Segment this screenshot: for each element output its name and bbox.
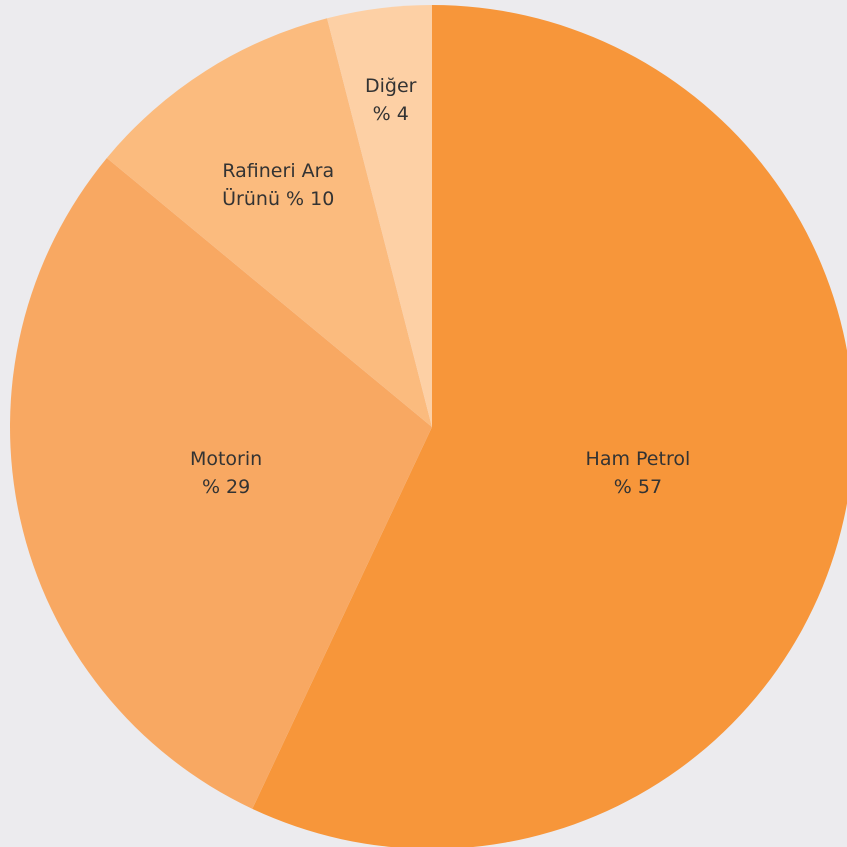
category-label: Diğer — [364, 75, 417, 98]
slice-label: Motorin % 29 — [176, 445, 276, 501]
pie-slice — [106, 18, 432, 428]
slice-label: Diğer % 4 — [356, 72, 426, 128]
category-label: Motorin — [189, 448, 263, 471]
category-label: Rafineri Ara Ürünü — [222, 159, 335, 210]
slice-label: Rafineri Ara Ürünü % 10 — [208, 157, 348, 213]
category-label: Ham Petrol — [585, 448, 691, 471]
value-label: % 57 — [613, 476, 663, 499]
value-label: % 29 — [201, 476, 251, 499]
pie-slice — [327, 5, 432, 427]
pie-slice — [9, 158, 433, 809]
slice-label: Ham Petrol % 57 — [575, 445, 700, 501]
value-label: % 4 — [372, 103, 409, 126]
pie-slice — [252, 5, 847, 847]
value-label: % 10 — [286, 187, 335, 210]
